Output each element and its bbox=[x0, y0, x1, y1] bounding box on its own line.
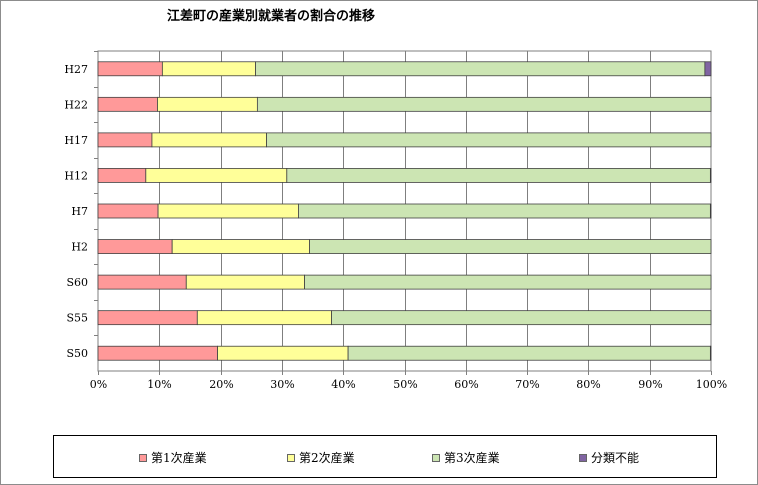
legend-swatch bbox=[287, 453, 295, 462]
legend-swatch bbox=[139, 453, 147, 462]
bar-segment bbox=[185, 274, 305, 290]
y-category-label: H27 bbox=[64, 63, 88, 76]
bar-segment bbox=[97, 132, 153, 148]
legend-swatch bbox=[432, 453, 440, 462]
plot-area: 0% 10% 20% 30% 40% 50% 60% 70% 80% 90% 100% H27 H22 H… bbox=[64, 50, 727, 391]
x-tick-label: 0% bbox=[90, 378, 107, 391]
y-category-label: S60 bbox=[66, 276, 88, 289]
bar-segment bbox=[145, 168, 288, 183]
bar-segment bbox=[97, 61, 163, 77]
legend-item: 第2次産業 bbox=[287, 449, 355, 466]
bar-segment bbox=[97, 274, 187, 290]
x-tick-label: 30% bbox=[270, 378, 294, 391]
y-category-label: S55 bbox=[66, 312, 88, 325]
bar-segment bbox=[256, 96, 712, 112]
bar-segment bbox=[266, 132, 712, 148]
legend-label: 分類不能 bbox=[591, 451, 640, 465]
bar-segment bbox=[304, 274, 712, 290]
bar-segment bbox=[709, 345, 712, 361]
bar-segment bbox=[331, 310, 712, 326]
bar-segment bbox=[709, 203, 712, 219]
y-category-label: H12 bbox=[64, 169, 88, 182]
x-tick-label: 40% bbox=[331, 378, 355, 391]
bar-segment bbox=[97, 96, 158, 112]
bar-segment bbox=[286, 168, 711, 183]
bar-segment bbox=[97, 168, 147, 183]
bar-segment bbox=[97, 203, 159, 219]
bar-segment bbox=[298, 203, 711, 219]
bar-segment bbox=[97, 239, 173, 254]
legend-swatch bbox=[579, 453, 587, 462]
legend-item: 第1次産業 bbox=[139, 449, 207, 466]
bar-segment bbox=[217, 345, 349, 361]
bar-segment bbox=[97, 310, 198, 326]
y-category-label: H2 bbox=[71, 241, 88, 254]
x-tick-label: 50% bbox=[393, 378, 417, 391]
y-category-label: S50 bbox=[66, 347, 88, 360]
legend-item: 第3次産業 bbox=[432, 449, 500, 466]
bar-segment bbox=[709, 168, 712, 183]
bar-segment bbox=[255, 61, 706, 77]
bar-segment bbox=[97, 345, 218, 361]
bar-segment bbox=[151, 132, 267, 148]
bar-segment bbox=[161, 61, 256, 77]
legend-item: 分類不能 bbox=[579, 449, 639, 466]
bar-segment bbox=[171, 239, 310, 254]
x-tick-label: 100% bbox=[696, 378, 727, 391]
y-category-label: H7 bbox=[71, 205, 88, 218]
x-tick-label: 10% bbox=[147, 378, 171, 391]
x-tick-label: 60% bbox=[454, 378, 478, 391]
bar-segment bbox=[309, 239, 712, 254]
bar-segment bbox=[157, 203, 299, 219]
legend-label: 第3次産業 bbox=[444, 451, 500, 465]
bar-segment bbox=[196, 310, 332, 326]
x-tick-label: 90% bbox=[638, 378, 662, 391]
chart-title: 江差町の産業別就業者の割合の推移 bbox=[166, 9, 375, 24]
bar-segment bbox=[347, 345, 711, 361]
x-tick-label: 70% bbox=[515, 378, 539, 391]
legend-label: 第1次産業 bbox=[151, 451, 207, 465]
bar-segment bbox=[704, 61, 712, 77]
legend-label: 第2次産業 bbox=[299, 451, 355, 465]
y-category-label: H22 bbox=[64, 98, 88, 111]
x-tick-label: 80% bbox=[576, 378, 600, 391]
y-category-label: H17 bbox=[64, 134, 88, 147]
x-tick-label: 20% bbox=[209, 378, 233, 391]
bar-segment bbox=[157, 96, 258, 112]
legend: 第1次産業 第2次産業 第3次産業 分類不能 bbox=[53, 435, 717, 478]
